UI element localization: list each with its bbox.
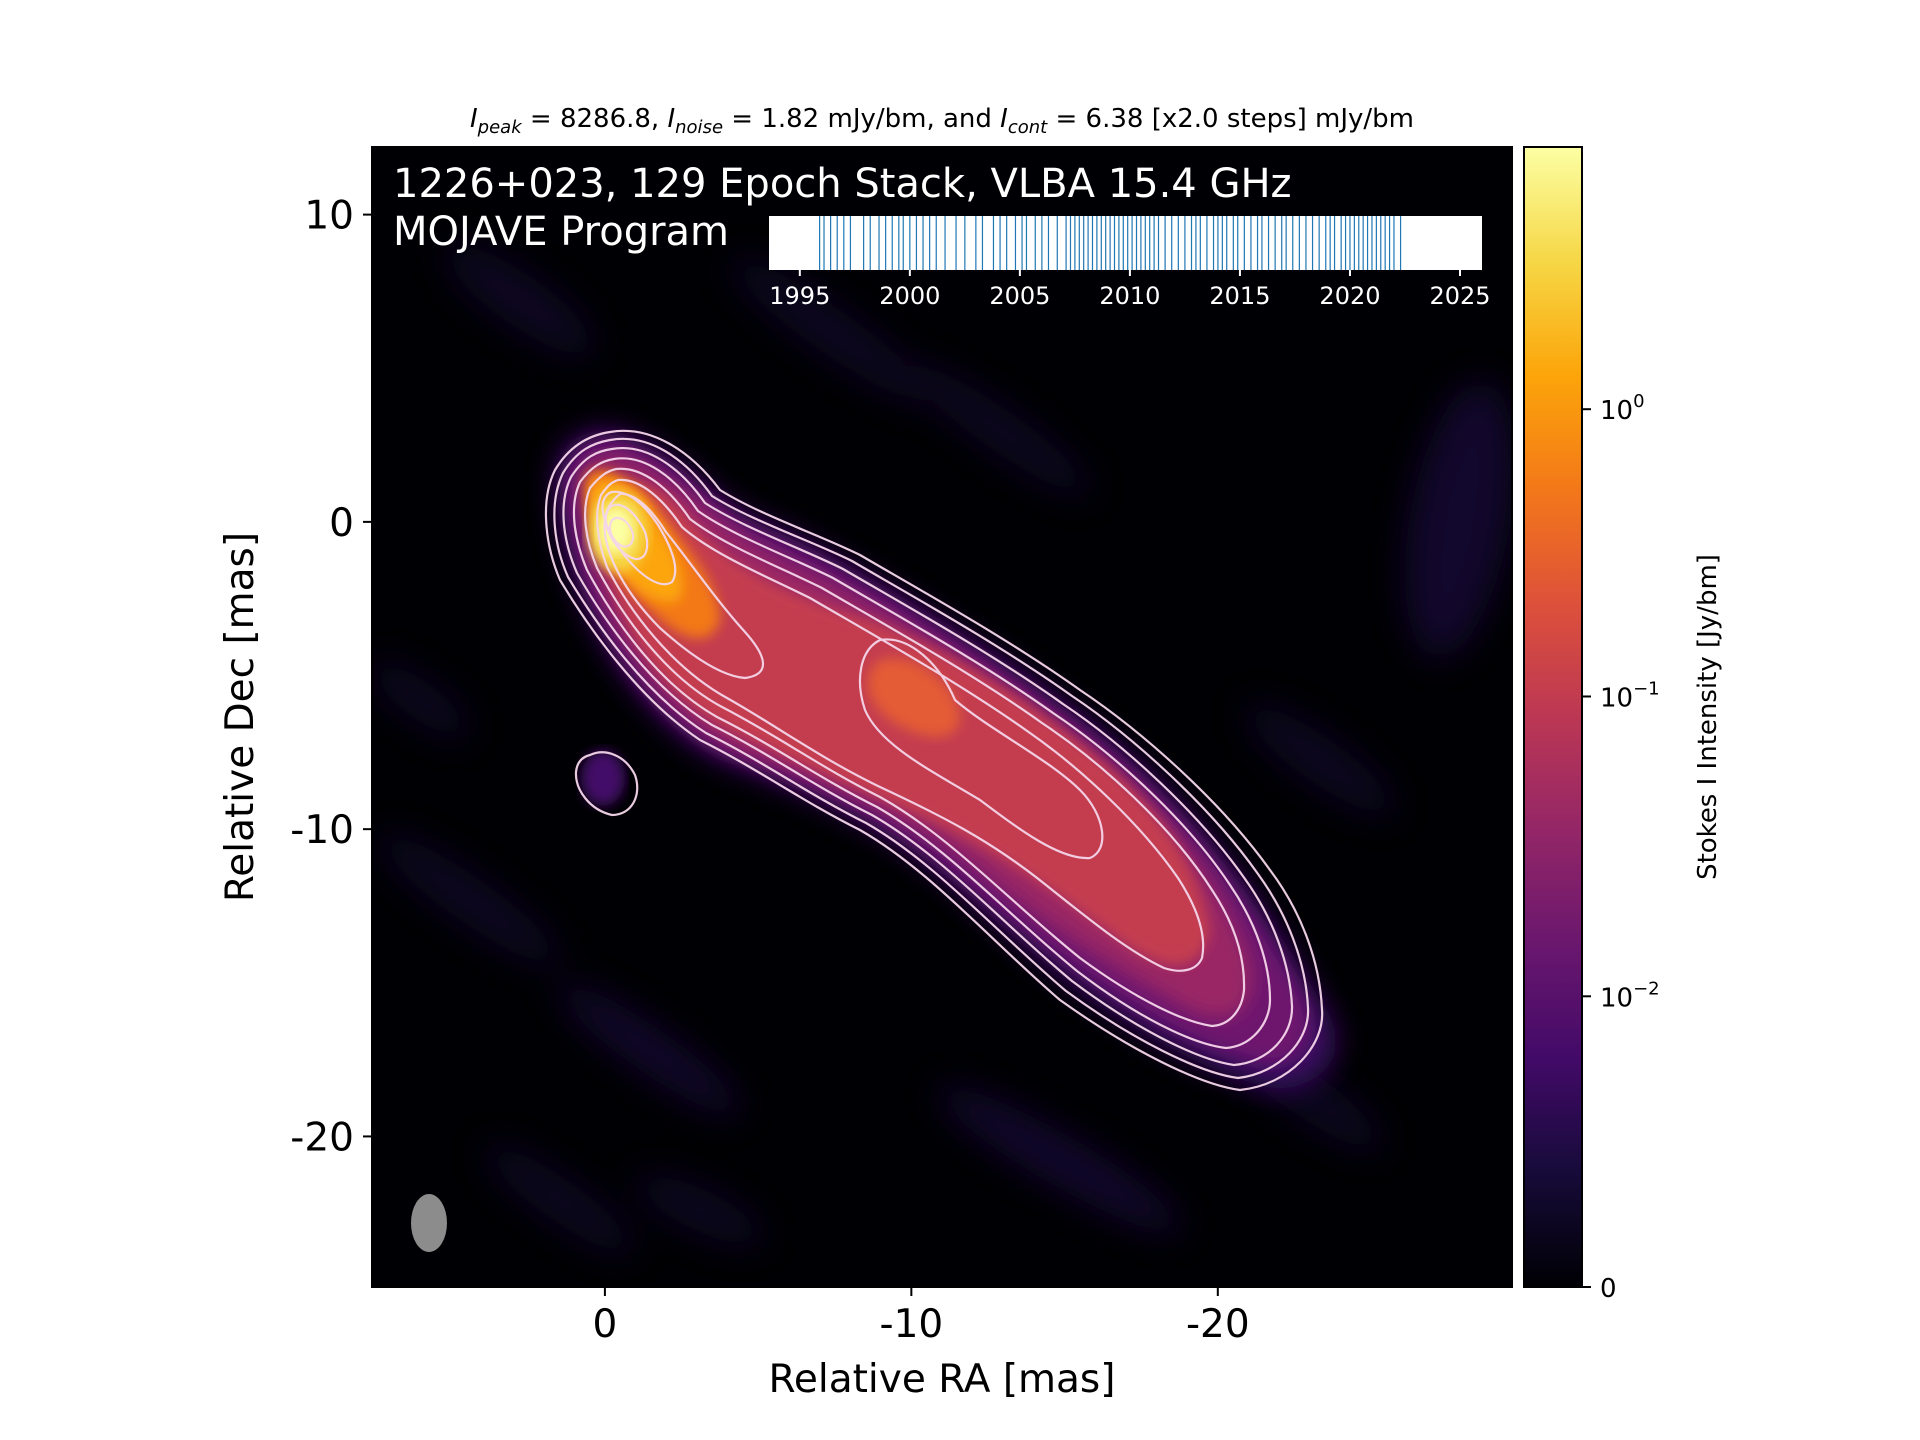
epoch-timeline-inset: 1995 2000 2005 2010 2015 2020 2025 xyxy=(769,216,1491,310)
y-tick-label: -20 xyxy=(290,1115,354,1160)
timeline-tick-label: 1995 xyxy=(769,282,830,310)
contour-level-6 xyxy=(596,478,1205,972)
colorbar-tick-exponent: 0 xyxy=(1633,391,1644,412)
background-noise xyxy=(372,244,1512,1255)
x-axis-label: Relative RA [mas] xyxy=(769,1357,1116,1402)
y-axis: 10 0 -10 -20 xyxy=(290,194,372,1160)
colorbar-tick-label: 10−2 xyxy=(1600,978,1660,1013)
timeline-tick-label: 2010 xyxy=(1099,282,1160,310)
title-peak-subscript: peak xyxy=(477,117,524,138)
x-tick-label: -10 xyxy=(880,1302,944,1347)
contour-level-5 xyxy=(584,467,1246,1028)
y-tick-label: 0 xyxy=(329,501,354,546)
image-panel: 1226+023, 129 Epoch Stack, VLBA 15.4 GHz… xyxy=(372,147,1512,1287)
y-tick-label: 10 xyxy=(304,194,354,239)
colorbar-tick-label: 0 xyxy=(1600,1274,1617,1304)
y-axis-label: Relative Dec [mas] xyxy=(218,532,263,902)
colorbar-tick-label: 100 xyxy=(1600,391,1645,426)
colorbar-tick-base: 10 xyxy=(1600,983,1633,1013)
overlay-source-label: 1226+023, 129 Epoch Stack, VLBA 15.4 GHz xyxy=(393,161,1292,207)
chart-title: Ipeak = 8286.8, Inoise = 1.82 mJy/bm, an… xyxy=(470,104,1414,138)
colorbar-tick-base: 0 xyxy=(1600,1274,1617,1304)
x-axis: 0 -10 -20 xyxy=(592,1287,1250,1347)
contour-isolated-blob xyxy=(574,751,639,817)
contour-level-3 xyxy=(562,446,1294,1067)
colorbar-tick-base: 10 xyxy=(1600,396,1633,426)
x-tick-label: 0 xyxy=(592,1302,617,1347)
timeline-tick-label: 2015 xyxy=(1209,282,1270,310)
overlay-program-label: MOJAVE Program xyxy=(393,209,729,255)
colorbar-gradient xyxy=(1523,146,1583,1288)
colorbar-tick-label: 10−1 xyxy=(1600,678,1660,713)
contour-lines xyxy=(544,429,1324,1092)
timeline-tick-label: 2025 xyxy=(1429,282,1490,310)
y-tick-label: -10 xyxy=(290,808,354,853)
colorbar-tick-base: 10 xyxy=(1600,683,1633,713)
contour-level-1 xyxy=(544,429,1324,1092)
contour-level-8 xyxy=(858,638,1104,860)
contour-level-2 xyxy=(553,437,1310,1080)
epoch-lines xyxy=(819,216,1402,270)
jet-emission xyxy=(555,430,1337,1090)
colorbar-tick-exponent: −1 xyxy=(1633,678,1660,699)
title-cont-text: = 6.38 [x2.0 steps] mJy/bm xyxy=(1047,104,1414,134)
contour-level-10 xyxy=(604,503,649,561)
title-noise-symbol: I xyxy=(667,104,675,134)
title-noise-subscript: noise xyxy=(675,117,723,138)
title-peak-text: = 8286.8, xyxy=(522,104,668,134)
title-cont-subscript: cont xyxy=(1008,117,1048,138)
x-tick-label: -20 xyxy=(1186,1302,1250,1347)
timeline-background xyxy=(769,216,1482,270)
title-noise-text: = 1.82 mJy/bm, and xyxy=(723,104,1000,134)
title-peak-symbol: I xyxy=(470,104,478,134)
timeline-tick-label: 2020 xyxy=(1319,282,1380,310)
timeline-ticks: 1995 2000 2005 2010 2015 2020 2025 xyxy=(769,270,1491,310)
timeline-tick-label: 2000 xyxy=(879,282,940,310)
title-cont-symbol: I xyxy=(1000,104,1008,134)
contour-level-4 xyxy=(572,457,1272,1050)
colorbar-label: Stokes I Intensity [Jy/bm] xyxy=(1693,554,1723,880)
contour-level-9 xyxy=(601,490,677,586)
contour-level-11 xyxy=(608,516,635,548)
colorbar-tick-exponent: −2 xyxy=(1633,978,1660,999)
plot-frame xyxy=(371,146,1513,1288)
contour-level-7 xyxy=(603,492,764,680)
timeline-tick-label: 2005 xyxy=(989,282,1050,310)
beam-ellipse xyxy=(411,1194,447,1252)
